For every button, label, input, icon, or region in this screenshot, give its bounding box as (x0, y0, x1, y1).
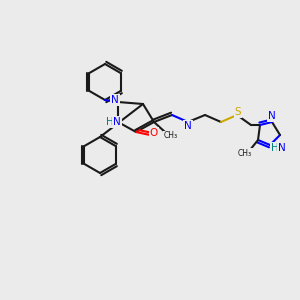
Text: H: H (106, 117, 114, 127)
Text: N: N (268, 111, 276, 121)
Text: CH₃: CH₃ (164, 131, 178, 140)
Text: S: S (235, 107, 241, 117)
Text: N: N (113, 117, 121, 127)
Text: H: H (271, 143, 279, 153)
Text: O: O (150, 128, 158, 138)
Text: N: N (184, 121, 192, 131)
Text: N: N (278, 143, 286, 153)
Text: CH₃: CH₃ (238, 148, 252, 158)
Text: N: N (111, 95, 119, 105)
